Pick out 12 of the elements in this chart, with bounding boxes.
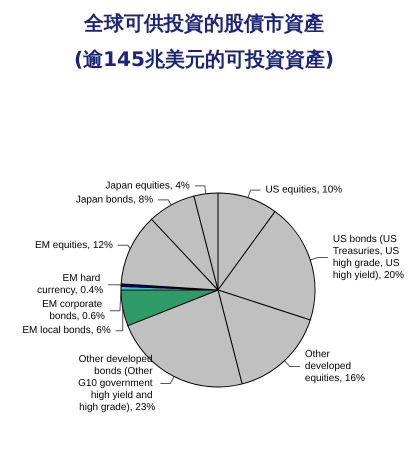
slice-label: Other developed equities, 16%: [304, 349, 366, 384]
chart-subtitle: (逾145兆美元的可投資資產): [74, 47, 334, 71]
slice-label: EM corporate bonds, 0.6%: [42, 299, 106, 322]
chart-title: 全球可供投資的股債市資產: [83, 11, 324, 35]
slice-label: EM local bonds, 6%: [22, 325, 111, 336]
slice-label: Japan bonds, 8%: [76, 194, 154, 206]
slice-label: US equities, 10%: [265, 184, 342, 196]
slice-label: US bonds (US Treasuries, US high grade, US high yield), 20%: [332, 234, 404, 282]
slice-label: EM hard currency, 0.4%: [37, 273, 104, 296]
slice-label: EM equities, 12%: [35, 240, 113, 251]
slice-label: Japan equities, 4%: [105, 180, 190, 192]
slice-label: Other developed bonds (Other G10 government high yield and high grade), 23%: [78, 354, 156, 414]
